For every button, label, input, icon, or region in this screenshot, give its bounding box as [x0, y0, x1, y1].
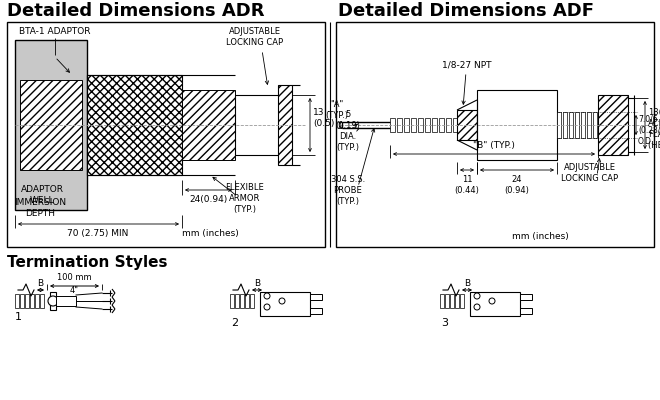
- Text: B: B: [37, 279, 43, 288]
- Bar: [418, 118, 423, 132]
- Text: Termination Styles: Termination Styles: [7, 255, 168, 270]
- Bar: [445, 294, 449, 308]
- Text: 5
(0.19)
DIA.
(TYP.): 5 (0.19) DIA. (TYP.): [335, 110, 360, 152]
- Text: Detailed Dimensions ADR: Detailed Dimensions ADR: [7, 2, 265, 20]
- Bar: [440, 294, 444, 308]
- Text: 4": 4": [69, 286, 79, 295]
- Bar: [477, 90, 557, 160]
- Text: 13
(0.5): 13 (0.5): [313, 108, 335, 128]
- Bar: [455, 294, 459, 308]
- Bar: [56, 296, 76, 306]
- Circle shape: [48, 296, 58, 306]
- Bar: [432, 118, 437, 132]
- Text: mm (inches): mm (inches): [512, 232, 568, 241]
- Bar: [598, 95, 628, 155]
- Text: BTA-1 ADAPTOR: BTA-1 ADAPTOR: [19, 27, 91, 36]
- Bar: [453, 118, 458, 132]
- Bar: [7, 22, 325, 247]
- Bar: [520, 308, 532, 314]
- Text: 3: 3: [441, 318, 448, 328]
- Bar: [20, 80, 82, 170]
- Bar: [450, 294, 454, 308]
- Text: 13(0.5)
ACROSS
FLATS
(HEX BODY): 13(0.5) ACROSS FLATS (HEX BODY): [648, 108, 660, 150]
- Bar: [575, 112, 579, 138]
- Circle shape: [279, 298, 285, 304]
- Bar: [30, 294, 34, 308]
- Bar: [310, 294, 322, 300]
- Circle shape: [264, 293, 270, 299]
- Circle shape: [474, 293, 480, 299]
- Text: "B" (TYP.): "B" (TYP.): [473, 141, 515, 150]
- Text: FLEXIBLE
ARMOR
(TYP.): FLEXIBLE ARMOR (TYP.): [226, 183, 265, 214]
- Bar: [40, 294, 44, 308]
- Bar: [235, 294, 239, 308]
- Bar: [336, 22, 654, 247]
- Bar: [182, 90, 235, 160]
- Text: 2: 2: [231, 318, 238, 328]
- Bar: [404, 118, 409, 132]
- Bar: [557, 112, 561, 138]
- Text: mm (inches): mm (inches): [182, 229, 238, 238]
- Text: 304 S.S.
PROBE
(TYP.): 304 S.S. PROBE (TYP.): [331, 175, 365, 206]
- Bar: [15, 40, 87, 210]
- Bar: [569, 112, 573, 138]
- Bar: [425, 118, 430, 132]
- Bar: [25, 294, 29, 308]
- Text: 100 mm: 100 mm: [57, 273, 91, 282]
- Bar: [563, 112, 567, 138]
- Text: ADJUSTABLE
LOCKING CAP: ADJUSTABLE LOCKING CAP: [226, 27, 284, 47]
- Text: IMMERSION
DEPTH: IMMERSION DEPTH: [14, 198, 66, 218]
- Circle shape: [264, 304, 270, 310]
- Bar: [260, 292, 310, 316]
- Bar: [593, 112, 597, 138]
- Bar: [15, 294, 19, 308]
- Text: 24(0.94): 24(0.94): [189, 195, 227, 204]
- Text: Detailed Dimensions ADF: Detailed Dimensions ADF: [338, 2, 594, 20]
- Text: 1/8-27 NPT: 1/8-27 NPT: [442, 60, 492, 69]
- Text: ADAPTOR
WELL: ADAPTOR WELL: [20, 185, 63, 205]
- Text: 1: 1: [15, 312, 22, 322]
- Text: 11
(0.44): 11 (0.44): [455, 175, 479, 195]
- Bar: [457, 110, 477, 140]
- Text: "A"
(TYP.): "A" (TYP.): [325, 100, 348, 120]
- Bar: [446, 118, 451, 132]
- Bar: [520, 294, 532, 300]
- Text: 24
(0.94): 24 (0.94): [504, 175, 529, 195]
- Text: 70 (2.75) MIN: 70 (2.75) MIN: [67, 229, 129, 238]
- Bar: [35, 294, 39, 308]
- Text: B: B: [464, 279, 470, 288]
- Bar: [411, 118, 416, 132]
- Bar: [587, 112, 591, 138]
- Bar: [250, 294, 254, 308]
- Bar: [278, 85, 292, 165]
- Text: ADJUSTABLE
LOCKING CAP: ADJUSTABLE LOCKING CAP: [562, 163, 618, 183]
- Bar: [310, 308, 322, 314]
- Text: B: B: [254, 279, 260, 288]
- Bar: [390, 118, 395, 132]
- Text: 7.0/6.7
(0.28/0.26)
O.D.: 7.0/6.7 (0.28/0.26) O.D.: [638, 115, 660, 146]
- Bar: [245, 294, 249, 308]
- Bar: [460, 294, 464, 308]
- Circle shape: [474, 304, 480, 310]
- Bar: [439, 118, 444, 132]
- Bar: [235, 95, 283, 155]
- Bar: [397, 118, 402, 132]
- Bar: [50, 292, 56, 310]
- Bar: [20, 294, 24, 308]
- Bar: [230, 294, 234, 308]
- Bar: [470, 292, 520, 316]
- Bar: [87, 75, 182, 175]
- Bar: [240, 294, 244, 308]
- Circle shape: [489, 298, 495, 304]
- Bar: [581, 112, 585, 138]
